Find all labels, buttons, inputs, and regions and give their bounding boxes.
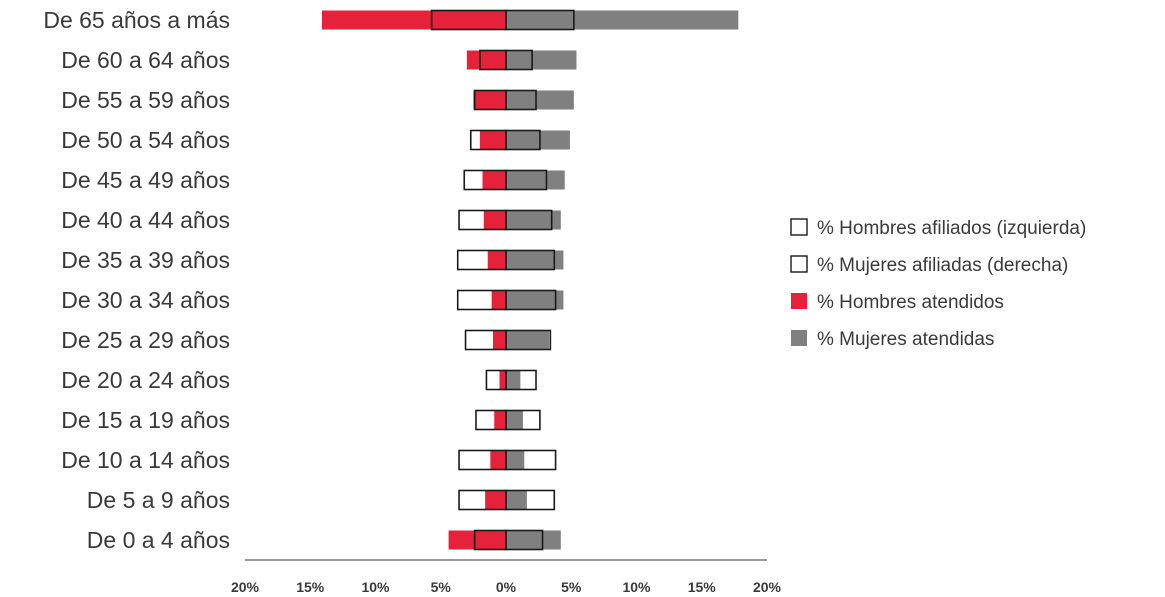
legend-label-mujeres-afiliadas-derecha: % Mujeres afiliadas (derecha) <box>817 255 1068 276</box>
outline-bar-mujeres-afiliadas-derecha-1 <box>505 49 533 71</box>
category-label-de-20-a-24-anos: De 20 a 24 años <box>61 367 230 393</box>
fill-bar-mujeres-atendidas-11 <box>506 450 525 470</box>
x-tick-label-1: 15% <box>296 579 325 595</box>
fill-bar-hombres-atendidos-5 <box>483 210 506 230</box>
category-label-de-15-a-19-anos: De 15 a 19 años <box>61 407 230 433</box>
fill-bar-mujeres-atendidas-5 <box>506 210 561 230</box>
fill-bar-hombres-atendidos-8 <box>492 330 506 350</box>
fill-bar-hombres-atendidos-2 <box>473 90 507 110</box>
fill-bar-mujeres-atendidas-9 <box>506 370 521 390</box>
x-tick-label-6: 10% <box>622 579 651 595</box>
outline-bar-mujeres-afiliadas-derecha-5 <box>505 209 553 231</box>
legend-label-mujeres-atendidas: % Mujeres atendidas <box>817 329 994 350</box>
x-axis: 20% 15% 10% 5% 0% 5% 10% 15% 20% <box>231 559 782 595</box>
category-label-de-40-a-44-anos: De 40 a 44 años <box>61 207 230 233</box>
x-tick-label-5: 5% <box>561 579 582 595</box>
x-tick-label-3: 5% <box>431 579 452 595</box>
x-tick-label-0: 20% <box>231 579 260 595</box>
category-label-de-10-a-14-anos: De 10 a 14 años <box>61 447 230 473</box>
filled-bars <box>322 10 739 550</box>
fill-bar-mujeres-atendidas-0 <box>506 10 739 30</box>
fill-bar-hombres-atendidos-9 <box>499 370 506 390</box>
legend-label-hombres-atendidos: % Hombres atendidos <box>817 292 1004 313</box>
fill-bar-hombres-atendidos-11 <box>490 450 506 470</box>
category-labels: De 65 años a más De 60 a 64 años De 55 a 5… <box>43 7 230 553</box>
outline-bar-mujeres-afiliadas-derecha-8 <box>505 329 552 351</box>
outline-bar-mujeres-afiliadas-derecha-9 <box>505 369 537 391</box>
fill-bar-mujeres-atendidas-2 <box>506 90 574 110</box>
x-tick-label-7: 15% <box>688 579 717 595</box>
outline-bar-mujeres-afiliadas-derecha-4 <box>505 169 548 191</box>
fill-bar-hombres-atendidos-13 <box>448 530 506 550</box>
category-label-de-55-a-59-anos: De 55 a 59 años <box>61 87 230 113</box>
fill-bar-mujeres-atendidas-13 <box>506 530 561 550</box>
category-label-de-5-a-9-anos: De 5 a 9 años <box>87 487 230 513</box>
category-label-de-45-a-49-anos: De 45 a 49 años <box>61 167 230 193</box>
outline-bar-mujeres-afiliadas-derecha-11 <box>505 449 557 471</box>
fill-bar-hombres-atendidos-7 <box>491 290 506 310</box>
legend-swatch-hombres-afiliados-izquierda <box>790 218 808 236</box>
category-label-de-0-a-4-anos: De 0 a 4 años <box>87 527 230 553</box>
fill-bar-mujeres-atendidas-4 <box>506 170 565 190</box>
legend: % Hombres afiliados (izquierda) % Mujeres… <box>790 218 1086 350</box>
outline-bar-mujeres-afiliadas-derecha-10 <box>505 409 541 431</box>
fill-bar-mujeres-atendidas-12 <box>506 490 527 510</box>
outline-bar-mujeres-afiliadas-derecha-6 <box>505 249 556 271</box>
legend-swatch-hombres-atendidos <box>791 293 807 309</box>
fill-bar-hombres-atendidos-0 <box>322 10 506 30</box>
outline-bar-mujeres-afiliadas-derecha-0 <box>505 9 575 31</box>
fill-bar-hombres-atendidos-4 <box>482 170 506 190</box>
fill-bar-mujeres-atendidas-3 <box>506 130 570 150</box>
outlined-bars <box>430 9 575 551</box>
fill-bar-mujeres-atendidas-10 <box>506 410 523 430</box>
outline-bar-mujeres-afiliadas-derecha-13 <box>505 529 544 551</box>
category-label-de-60-a-64-anos: De 60 a 64 años <box>61 47 230 73</box>
outline-bar-mujeres-afiliadas-derecha-7 <box>505 289 557 311</box>
legend-swatch-mujeres-afiliadas-derecha <box>790 255 808 273</box>
category-label-de-30-a-34-anos: De 30 a 34 años <box>61 287 230 313</box>
fill-bar-mujeres-atendidas-6 <box>506 250 564 270</box>
outline-bar-mujeres-afiliadas-derecha-3 <box>505 129 541 151</box>
x-tick-label-4: 0% <box>496 579 517 595</box>
fill-bar-hombres-atendidos-3 <box>479 130 506 150</box>
fill-bar-mujeres-atendidas-1 <box>506 50 577 70</box>
fill-bar-mujeres-atendidas-8 <box>506 330 550 350</box>
fill-bar-hombres-atendidos-6 <box>487 250 506 270</box>
legend-swatch-mujeres-atendidas <box>791 330 807 346</box>
outline-bar-mujeres-afiliadas-derecha-2 <box>505 89 537 111</box>
fill-bar-hombres-atendidos-12 <box>485 490 506 510</box>
category-label-de-25-a-29-anos: De 25 a 29 años <box>61 327 230 353</box>
outline-bar-mujeres-afiliadas-derecha-12 <box>505 489 556 511</box>
x-tick-label-2: 10% <box>361 579 390 595</box>
category-label-de-35-a-39-anos: De 35 a 39 años <box>61 247 230 273</box>
x-tick-label-8: 20% <box>753 579 782 595</box>
fill-bar-mujeres-atendidas-7 <box>506 290 564 310</box>
legend-label-hombres-afiliados-izquierda: % Hombres afiliados (izquierda) <box>817 218 1086 239</box>
category-label-de-50-a-54-anos: De 50 a 54 años <box>61 127 230 153</box>
fill-bar-hombres-atendidos-1 <box>466 50 506 70</box>
category-label-de-65-anos-a-mas: De 65 años a más <box>43 7 230 33</box>
fill-bar-hombres-atendidos-10 <box>494 410 506 430</box>
